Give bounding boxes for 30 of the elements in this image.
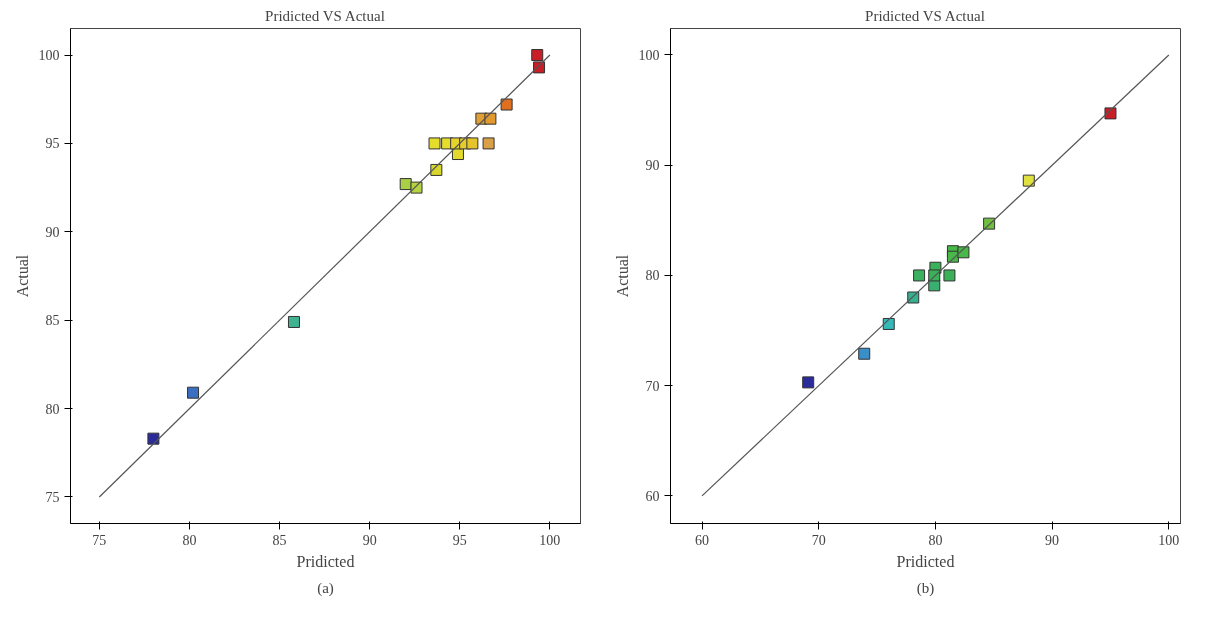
x-tick-label: 70	[811, 532, 826, 548]
y-tick-label: 85	[45, 313, 60, 329]
y-tick-label: 90	[45, 224, 60, 240]
y-tick-label: 80	[645, 268, 660, 284]
x-tick-label: 60	[695, 532, 710, 548]
x-tick-label: 80	[182, 532, 197, 548]
chart-title: Pridicted VS Actual	[265, 7, 385, 24]
y-tick-label: 95	[45, 136, 60, 152]
y-tick-label: 75	[45, 489, 60, 505]
x-tick-label: 90	[1045, 532, 1060, 548]
x-tick-label: 85	[272, 532, 287, 548]
x-axis-title: Pridicted	[296, 552, 355, 570]
x-tick-label: 80	[928, 532, 943, 548]
text: (a)	[317, 579, 334, 597]
y-axis-title: Actual	[13, 254, 31, 298]
x-axis-title: Pridicted	[896, 552, 955, 570]
y-tick-label: 100	[38, 48, 60, 64]
x-tick-label: 100	[1158, 532, 1180, 548]
y-tick-label: 100	[638, 47, 660, 63]
y-tick-label: 70	[645, 378, 660, 394]
x-tick-label: 95	[452, 532, 467, 548]
x-tick-label: 90	[362, 532, 377, 548]
x-tick-label: 75	[92, 532, 107, 548]
y-tick-label: 90	[645, 158, 660, 174]
y-axis-title: Actual	[613, 254, 631, 298]
text: (b)	[916, 579, 935, 597]
y-tick-label: 60	[645, 488, 660, 504]
x-tick-label: 100	[539, 532, 561, 548]
chart-title: Pridicted VS Actual	[865, 7, 985, 24]
y-tick-label: 80	[45, 401, 60, 417]
